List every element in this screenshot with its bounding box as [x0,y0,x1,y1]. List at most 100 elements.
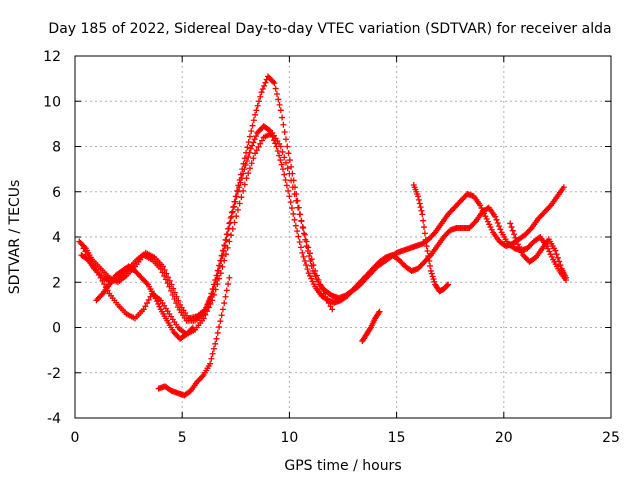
data-point [320,290,327,297]
data-point [221,257,228,264]
x-tick-label: 0 [71,430,80,446]
data-point [277,107,284,114]
data-point [175,297,182,304]
data-point [420,217,427,224]
data-point [213,335,220,342]
data-point [496,223,503,230]
data-point [238,194,245,201]
data-point [225,281,232,288]
data-point [242,162,249,169]
data-point [170,285,177,292]
data-point [512,234,519,241]
x-tick-label: 15 [388,430,406,446]
data-point [252,111,259,118]
data-point [488,226,495,233]
data-point [303,238,310,245]
data-point [327,303,334,310]
data-point [236,200,243,207]
data-point [224,244,231,251]
data-series [93,263,196,342]
data-point [231,219,238,226]
data-point [428,270,435,277]
data-point [507,220,514,227]
y-tick-label: 6 [52,185,61,201]
data-point [285,187,292,194]
data-point [248,160,255,167]
data-point [288,205,295,212]
data-point [261,82,268,89]
data-point [222,251,229,258]
data-point [427,262,434,269]
data-point [288,177,295,184]
data-point [478,205,485,212]
data-point [219,263,226,270]
data-point [233,213,240,220]
data-point [219,306,226,313]
data-point [152,295,159,302]
data-point [280,121,287,128]
data-point [277,157,284,164]
data-point [494,219,501,226]
data-point [444,282,451,289]
data-point [425,253,432,260]
data-point [417,204,424,211]
data-point [218,312,225,319]
data-point [236,184,243,191]
data-series [410,181,452,295]
data-point [304,266,311,273]
data-point [140,306,147,313]
data-point [284,165,291,172]
y-axis-label: SDTVAR / TECUs [7,180,23,295]
data-point [317,281,324,288]
data-point [306,250,313,257]
data-point [216,275,223,282]
data-point [309,278,316,285]
data-point [293,197,300,204]
data-point [282,176,289,183]
data-point [514,241,521,248]
data-point [426,257,433,264]
data-point [214,281,221,288]
data-point [518,249,525,256]
data-point [212,340,219,347]
data-point [229,225,236,232]
data-point [554,254,561,261]
data-point [278,161,285,168]
data-point [271,80,278,87]
data-point [484,218,491,225]
data-point [376,308,383,315]
data-point [301,257,308,264]
y-tick-label: -4 [47,411,61,427]
data-point [221,242,228,249]
data-point [240,170,247,177]
x-tick-label: 25 [602,430,620,446]
data-point [493,216,500,223]
data-point [207,293,214,300]
data-point [246,133,253,140]
data-point [250,139,257,146]
data-point [279,148,286,155]
data-point [483,215,490,222]
data-point [205,304,212,311]
data-point [312,267,319,274]
data-point [324,296,331,303]
data-point [173,293,180,300]
data-point [300,253,307,260]
data-point [253,147,260,154]
data-point [166,277,173,284]
data-point [306,253,313,260]
data-point [229,208,236,215]
data-point [82,248,89,255]
data-point [283,182,290,189]
data-point [281,129,288,136]
data-point [252,150,259,157]
data-point [487,224,494,231]
data-point [547,251,554,258]
data-point [202,311,209,318]
data-point [257,93,264,100]
data-point [97,274,104,281]
data-point [286,193,293,200]
data-point [220,248,227,255]
data-point [165,274,172,281]
axis-ticks: 0 5 10 15 20 25 -4 -2 0 2 4 6 8 10 12 [43,49,620,446]
